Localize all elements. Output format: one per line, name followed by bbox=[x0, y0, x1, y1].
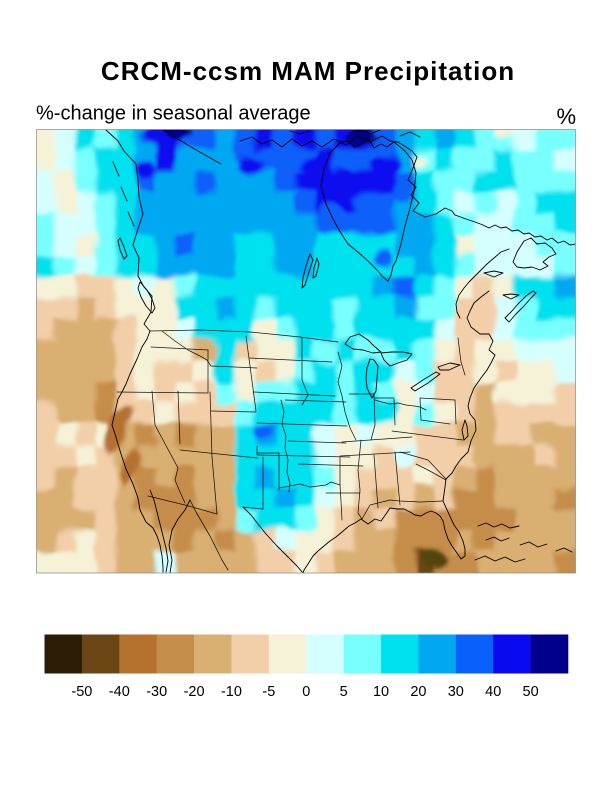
svg-text:-30: -30 bbox=[146, 684, 167, 700]
svg-text:-10: -10 bbox=[221, 684, 242, 700]
svg-text:30: 30 bbox=[448, 684, 464, 700]
svg-text:CRCM-ccsm MAM Precipitation: CRCM-ccsm MAM Precipitation bbox=[101, 56, 515, 86]
svg-text:5: 5 bbox=[340, 684, 348, 700]
svg-text:-50: -50 bbox=[71, 684, 92, 700]
svg-text:-5: -5 bbox=[262, 684, 275, 700]
svg-text:%: % bbox=[556, 104, 576, 129]
svg-text:0: 0 bbox=[302, 684, 310, 700]
svg-text:%-change in seasonal average: %-change in seasonal average bbox=[36, 103, 311, 125]
svg-text:-40: -40 bbox=[109, 684, 130, 700]
svg-text:20: 20 bbox=[410, 684, 426, 700]
svg-text:40: 40 bbox=[485, 684, 501, 700]
svg-text:10: 10 bbox=[373, 684, 389, 700]
svg-text:-20: -20 bbox=[184, 684, 205, 700]
svg-text:50: 50 bbox=[523, 684, 539, 700]
